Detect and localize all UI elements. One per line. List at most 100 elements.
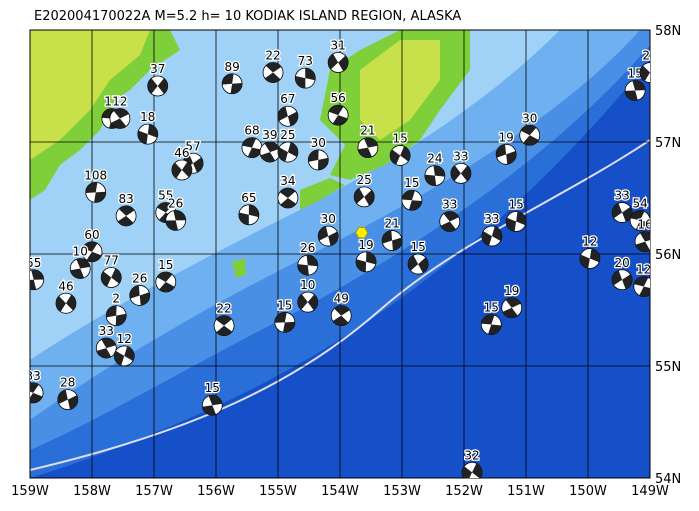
depth-label: 33: [442, 198, 457, 212]
beachball: [213, 315, 235, 337]
depth-label: 83: [118, 192, 133, 206]
depth-label: 15: [205, 381, 220, 395]
ball-quadrant: [277, 142, 298, 162]
ball-quadrant: [264, 62, 282, 83]
beachball: [297, 254, 319, 276]
beachball: [501, 297, 523, 319]
ball-quadrant: [612, 203, 633, 222]
depth-label: 28: [60, 376, 75, 390]
beachball: [238, 204, 260, 226]
beachball: [262, 62, 284, 83]
depth-label: 89: [224, 60, 239, 74]
ball-quadrant: [295, 68, 316, 89]
depth-label: 23: [642, 49, 657, 63]
depth-label: 19: [499, 130, 514, 144]
depth-label: 15: [410, 240, 425, 254]
ball-quadrant: [279, 188, 297, 209]
depth-label: 55: [26, 256, 41, 270]
x-tick-label: 157W: [135, 484, 173, 499]
ball-quadrant: [57, 389, 78, 410]
ball-quadrant: [82, 241, 102, 262]
depth-label: 30: [522, 111, 537, 125]
x-tick-label: 153W: [383, 484, 421, 499]
ball-quadrant: [579, 248, 600, 269]
depth-label: 25: [357, 173, 372, 187]
beachball: [81, 241, 103, 263]
ball-quadrant: [424, 165, 445, 186]
depth-label: 56: [330, 91, 345, 105]
beachball: [171, 159, 193, 181]
depth-label: 15: [277, 298, 292, 312]
beachball: [147, 75, 169, 97]
ball-quadrant: [506, 211, 527, 232]
beachball: [85, 181, 107, 203]
depth-label: 2: [112, 292, 120, 306]
beachball: [355, 251, 377, 273]
beachball: [109, 108, 131, 129]
depth-label: 15: [404, 176, 419, 190]
depth-label: 31: [330, 38, 345, 52]
ball-quadrant: [202, 395, 223, 416]
depth-label: 10: [73, 245, 88, 259]
depth-label: 19: [504, 284, 519, 298]
beachball: [330, 305, 352, 327]
depth-label: 15: [158, 258, 173, 272]
beachball: [155, 271, 177, 293]
x-tick-label: 154W: [321, 484, 359, 499]
beachball: [639, 62, 650, 83]
ball-quadrant: [183, 154, 204, 173]
ball-quadrant: [274, 312, 295, 333]
ball-quadrant: [318, 226, 339, 246]
x-tick-label: 150W: [569, 484, 607, 499]
ball-quadrant: [382, 230, 403, 251]
beachball: [450, 162, 472, 184]
map-title: E202004170022A M=5.2 h= 10 KODIAK ISLAND…: [34, 9, 461, 24]
beachball: [401, 189, 423, 211]
beachball: [461, 462, 483, 478]
beachball: [129, 285, 151, 306]
ball-quadrant: [85, 182, 106, 203]
beachball: [115, 205, 137, 227]
ball-quadrant: [222, 73, 243, 94]
depth-label: 25: [280, 128, 295, 142]
ball-quadrant: [308, 149, 329, 170]
depth-label: 30: [311, 136, 326, 150]
depth-label: 12: [636, 262, 651, 276]
ball-quadrant: [114, 346, 135, 366]
depth-label: 60: [84, 228, 99, 242]
ball-quadrant: [96, 338, 116, 359]
beachball: [634, 231, 650, 253]
epicenter: [355, 227, 369, 239]
ball-quadrant: [101, 268, 122, 287]
depth-label: 26: [168, 196, 183, 210]
beachball: [381, 230, 403, 251]
beachball: [30, 269, 45, 291]
depth-label: 37: [150, 62, 165, 76]
ball-quadrant: [625, 80, 646, 101]
depth-label: 22: [216, 302, 231, 316]
ball-quadrant: [297, 255, 318, 276]
beachball: [481, 225, 503, 247]
ball-quadrant: [358, 137, 378, 158]
ball-quadrant: [106, 305, 127, 326]
beachball: [327, 52, 349, 73]
depth-label: 68: [244, 124, 259, 138]
x-tick-label: 155W: [259, 484, 297, 499]
beachball: [480, 314, 502, 335]
y-tick-label: 54N: [655, 472, 681, 487]
depth-label: 19: [358, 238, 373, 252]
beachball: [259, 141, 281, 163]
depth-label: 22: [265, 49, 280, 63]
ball-quadrant: [634, 276, 650, 297]
ball-quadrant: [481, 226, 502, 246]
depth-label: 15: [484, 301, 499, 315]
depth-label: 30: [321, 212, 336, 226]
depth-label: 55: [158, 189, 173, 203]
beachball: [95, 337, 117, 359]
ball-quadrant: [401, 190, 422, 211]
ball-quadrant: [332, 305, 350, 326]
beachball: [611, 269, 633, 291]
beachball: [277, 105, 299, 127]
ball-quadrant: [612, 270, 633, 290]
ball-quadrant: [328, 53, 349, 72]
